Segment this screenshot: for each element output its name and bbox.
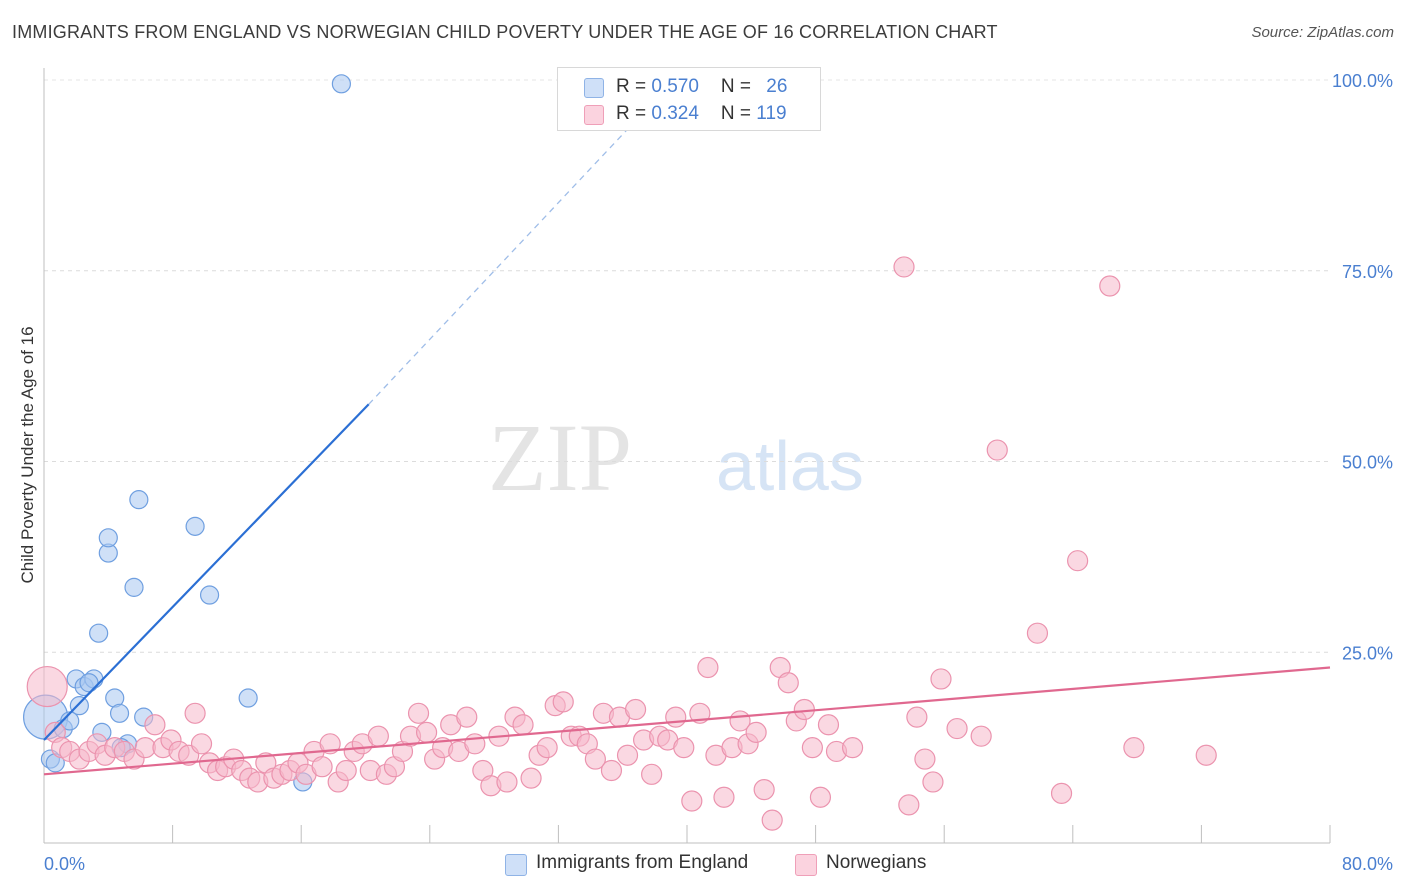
norwegian-point: [26, 665, 68, 708]
norwegian-point: [697, 656, 719, 679]
norwegian-point: [922, 771, 944, 793]
x-tick-label: 0.0%: [44, 854, 85, 874]
legend-n-label: N =: [720, 76, 757, 97]
series-swatch-norwegians: [795, 854, 817, 876]
norwegian-point: [407, 702, 430, 724]
series-label-norwegians: Norwegians: [826, 852, 927, 873]
norwegian-point: [319, 733, 341, 755]
england-point: [124, 577, 144, 597]
watermark-atlas: atlas: [716, 427, 864, 505]
norwegian-point: [641, 763, 663, 785]
norwegian-point: [761, 809, 783, 831]
norwegian-point: [801, 737, 823, 759]
watermark-zip: ZIP: [488, 404, 632, 511]
correlation-legend: R = 0.570 N = 26 R = 0.324 N = 119: [557, 67, 821, 131]
england-point: [185, 516, 205, 536]
norwegian-point: [793, 698, 815, 721]
legend-text-norwegians: R = 0.324 N = 119: [616, 103, 787, 125]
norwegian-point: [536, 737, 558, 759]
norwegian-point: [367, 725, 389, 747]
norwegian-point: [777, 672, 799, 694]
legend-r-label: R =: [616, 76, 652, 97]
england-point: [79, 673, 99, 693]
norwegian-point: [415, 721, 438, 743]
legend-r-value: 0.324: [651, 103, 699, 124]
norwegian-point: [1195, 744, 1217, 766]
series-label-england: Immigrants from England: [536, 852, 749, 873]
series-swatch-england: [505, 854, 527, 876]
norwegian-point: [1099, 275, 1121, 297]
norwegian-point: [893, 256, 915, 278]
legend-n-value: 119: [756, 103, 787, 124]
norwegian-point: [456, 706, 478, 728]
legend-swatch-england: [584, 78, 604, 98]
norwegian-point: [144, 714, 166, 736]
legend-r-label: R =: [616, 103, 652, 124]
norwegian-point: [552, 691, 574, 713]
norwegian-point: [745, 721, 767, 743]
norwegian-point: [1050, 782, 1073, 805]
norwegian-point: [311, 756, 333, 778]
norwegian-point: [753, 778, 775, 801]
england-point: [89, 623, 109, 643]
y-tick-label: 25.0%: [1342, 643, 1393, 663]
norwegian-point: [986, 439, 1008, 461]
norwegian-point: [809, 786, 832, 808]
norwegian-point: [464, 733, 486, 755]
norwegian-point: [600, 759, 623, 782]
y-tick-label: 100.0%: [1332, 71, 1393, 91]
norwegian-point: [898, 794, 920, 816]
norwegian-point: [190, 733, 213, 755]
england-point: [199, 585, 220, 605]
legend-swatch-norwegians: [584, 105, 604, 125]
norwegian-point: [970, 725, 992, 747]
source-label: Source: ZipAtlas.com: [1251, 24, 1394, 41]
norwegian-point: [1026, 622, 1049, 644]
norwegian-point: [1123, 737, 1145, 759]
norwegian-point: [616, 744, 639, 766]
england-point: [129, 490, 149, 510]
norwegian-point: [584, 748, 606, 770]
y-tick-label: 50.0%: [1342, 453, 1393, 473]
norwegian-point: [817, 714, 840, 736]
norwegian-point: [520, 767, 542, 789]
norwegian-point: [713, 786, 735, 808]
england-point: [331, 74, 351, 94]
england-point: [69, 696, 89, 716]
chart-title: IMMIGRANTS FROM ENGLAND VS NORWEGIAN CHI…: [12, 22, 998, 42]
legend-text-england: R = 0.570 N = 26: [616, 76, 787, 98]
norwegian-point: [184, 702, 206, 724]
norwegian-point: [946, 717, 968, 740]
england-trend-line: [43, 403, 370, 741]
norwegian-point: [496, 771, 518, 793]
norwegian-point: [624, 698, 647, 721]
norwegian-point: [134, 737, 156, 759]
norwegian-point: [512, 714, 534, 736]
norwegian-point: [906, 706, 928, 728]
norwegian-point: [841, 737, 864, 759]
england-point: [238, 688, 258, 708]
legend-r-value: 0.570: [651, 76, 699, 97]
x-tick-label: 80.0%: [1342, 854, 1393, 874]
norwegian-point: [681, 790, 703, 812]
legend-n-label: N =: [720, 103, 757, 124]
norwegian-point: [930, 668, 952, 690]
norwegian-point: [914, 748, 936, 770]
y-tick-label: 75.0%: [1342, 262, 1393, 282]
england-point: [98, 528, 118, 548]
series-legend: Immigrants from England Norwegians: [0, 852, 1406, 878]
norwegian-point: [665, 706, 687, 728]
legend-n-value: 26: [766, 76, 788, 97]
norwegian-point: [689, 702, 711, 724]
england-trend-extension: [368, 125, 632, 405]
norwegian-trend-line: [43, 666, 1331, 776]
norwegian-point: [1067, 550, 1089, 572]
norwegian-point: [673, 737, 695, 759]
norwegian-point: [335, 759, 357, 782]
england-point: [109, 703, 130, 723]
